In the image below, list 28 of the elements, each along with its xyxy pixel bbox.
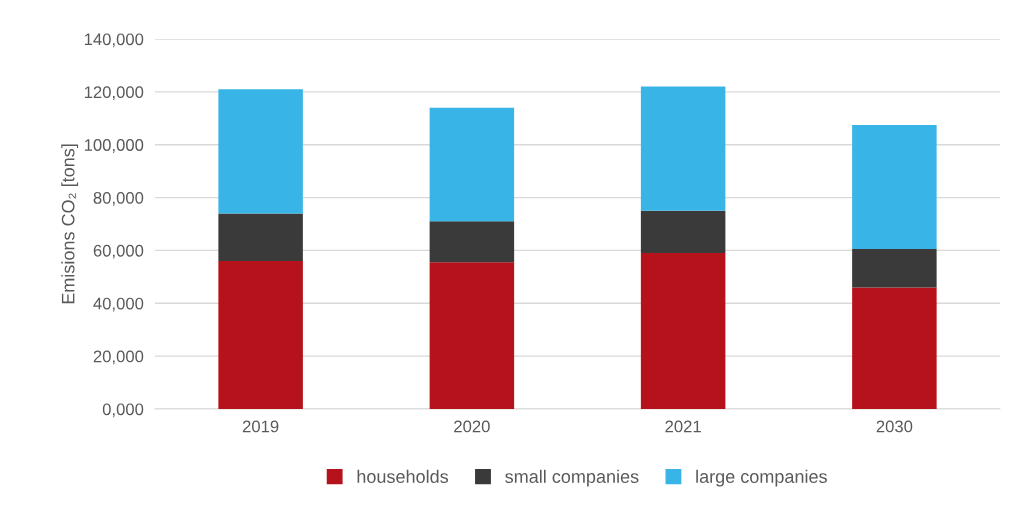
legend-label: households bbox=[357, 469, 449, 484]
y-tick-label: 0,000 bbox=[102, 403, 144, 418]
x-tick-label: 2021 bbox=[665, 420, 701, 433]
y-axis-title: Emisions CO₂ [tons] bbox=[61, 144, 79, 304]
legend-label: small companies bbox=[505, 469, 639, 487]
y-tick-label: 80,000 bbox=[93, 191, 144, 206]
bar bbox=[640, 86, 726, 211]
bar bbox=[852, 124, 937, 250]
legend-label: large companies bbox=[696, 469, 827, 487]
y-tick-label: 140,000 bbox=[84, 33, 144, 48]
bar bbox=[429, 262, 515, 409]
x-tick-label: 2020 bbox=[454, 420, 490, 433]
bar bbox=[640, 253, 726, 409]
bar bbox=[852, 249, 937, 288]
bar bbox=[218, 89, 303, 214]
y-tick-label: 120,000 bbox=[84, 86, 144, 101]
bar bbox=[429, 107, 515, 222]
x-tick-label: 2019 bbox=[242, 420, 279, 433]
bar bbox=[218, 213, 303, 261]
y-tick-label: 20,000 bbox=[93, 350, 144, 365]
y-tick-label: 40,000 bbox=[93, 297, 144, 312]
bar bbox=[429, 221, 515, 263]
y-tick-label: 100,000 bbox=[84, 139, 144, 153]
y-tick-label: 60,000 bbox=[93, 244, 144, 259]
bar bbox=[852, 287, 937, 409]
bar bbox=[218, 261, 303, 409]
bar bbox=[640, 210, 726, 254]
x-tick-label: 2030 bbox=[876, 420, 913, 433]
